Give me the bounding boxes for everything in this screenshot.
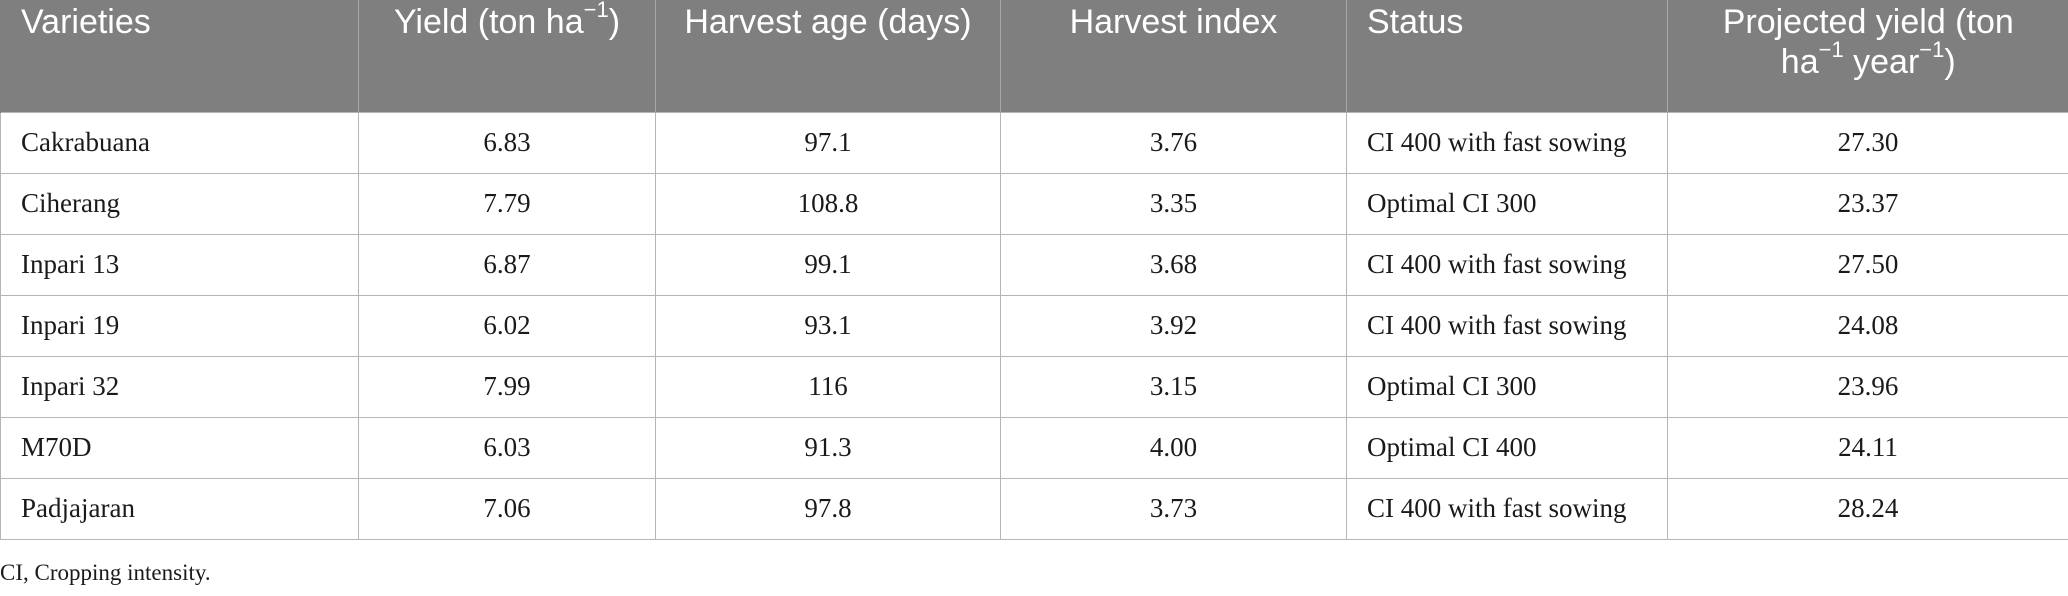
cell-status: CI 400 with fast sowing [1346,233,1668,296]
cell-harvest-index: 3.68 [1000,233,1347,296]
table-footnote: CI, Cropping intensity. [0,560,211,585]
cell-harvest-age: 116 [655,355,1001,418]
cell-harvest-index: 3.92 [1000,294,1347,357]
cell-harvest-index: 3.35 [1000,172,1347,235]
header-harvest-index: Harvest index [1000,0,1347,112]
cell-variety: Inpari 13 [0,233,359,296]
cell-variety: Inpari 32 [0,355,359,418]
cell-variety: Inpari 19 [0,294,359,357]
table-row: Inpari 19 6.02 93.1 3.92 CI 400 with fas… [0,294,2068,357]
cell-projected-yield: 23.37 [1667,172,2068,235]
cell-status: CI 400 with fast sowing [1346,294,1668,357]
cell-status: Optimal CI 400 [1346,416,1668,479]
cell-projected-yield: 23.96 [1667,355,2068,418]
header-row: Varieties Yield (ton ha−1) Harvest age (… [0,0,2068,112]
cell-harvest-age: 108.8 [655,172,1001,235]
cell-projected-yield: 28.24 [1667,477,2068,540]
header-status: Status [1346,0,1668,112]
cell-harvest-age: 97.1 [655,111,1001,174]
header-varieties: Varieties [0,0,359,112]
cell-harvest-age: 99.1 [655,233,1001,296]
cell-harvest-index: 3.15 [1000,355,1347,418]
cell-variety: Ciherang [0,172,359,235]
cell-variety: Padjajaran [0,477,359,540]
cell-projected-yield: 27.50 [1667,233,2068,296]
cell-projected-yield: 27.30 [1667,111,2068,174]
cell-yield: 7.79 [358,172,656,235]
cell-harvest-index: 3.76 [1000,111,1347,174]
varieties-table: Varieties Yield (ton ha−1) Harvest age (… [0,0,2068,540]
table-row: Ciherang 7.79 108.8 3.35 Optimal CI 300 … [0,172,2068,235]
cell-yield: 6.02 [358,294,656,357]
cell-yield: 7.06 [358,477,656,540]
table-row: Inpari 32 7.99 116 3.15 Optimal CI 300 2… [0,355,2068,418]
cell-harvest-index: 4.00 [1000,416,1347,479]
cell-projected-yield: 24.11 [1667,416,2068,479]
cell-variety: M70D [0,416,359,479]
cell-harvest-age: 93.1 [655,294,1001,357]
table-header: Varieties Yield (ton ha−1) Harvest age (… [0,0,2068,112]
cell-status: CI 400 with fast sowing [1346,111,1668,174]
cell-projected-yield: 24.08 [1667,294,2068,357]
cell-harvest-age: 97.8 [655,477,1001,540]
cell-yield: 6.03 [358,416,656,479]
cell-yield: 6.83 [358,111,656,174]
cell-status: Optimal CI 300 [1346,355,1668,418]
cell-harvest-age: 91.3 [655,416,1001,479]
table-row: Padjajaran 7.06 97.8 3.73 CI 400 with fa… [0,477,2068,540]
header-yield: Yield (ton ha−1) [358,0,656,112]
table-row: M70D 6.03 91.3 4.00 Optimal CI 400 24.11 [0,416,2068,479]
cell-status: Optimal CI 300 [1346,172,1668,235]
cell-status: CI 400 with fast sowing [1346,477,1668,540]
table-row: Inpari 13 6.87 99.1 3.68 CI 400 with fas… [0,233,2068,296]
header-harvest-age: Harvest age (days) [655,0,1001,112]
table-body: Cakrabuana 6.83 97.1 3.76 CI 400 with fa… [0,111,2068,540]
header-projected-yield: Projected yield (ton ha−1 year−1) [1667,0,2068,112]
cell-yield: 7.99 [358,355,656,418]
table-row: Cakrabuana 6.83 97.1 3.76 CI 400 with fa… [0,111,2068,174]
cell-variety: Cakrabuana [0,111,359,174]
cell-yield: 6.87 [358,233,656,296]
cell-harvest-index: 3.73 [1000,477,1347,540]
